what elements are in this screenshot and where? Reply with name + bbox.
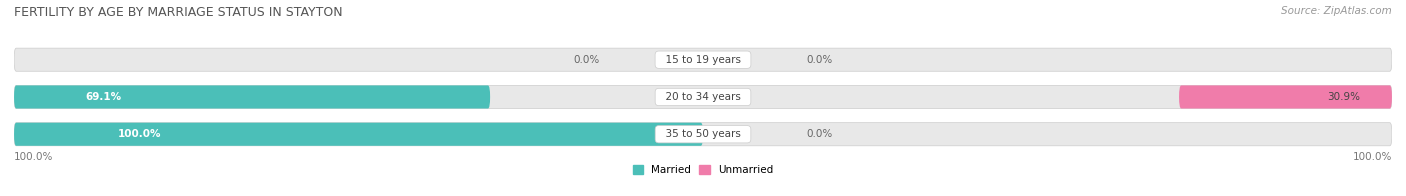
FancyBboxPatch shape: [14, 48, 1392, 71]
Text: FERTILITY BY AGE BY MARRIAGE STATUS IN STAYTON: FERTILITY BY AGE BY MARRIAGE STATUS IN S…: [14, 6, 343, 19]
FancyBboxPatch shape: [14, 123, 1392, 146]
FancyBboxPatch shape: [1180, 85, 1392, 109]
Text: 69.1%: 69.1%: [86, 92, 121, 102]
Text: 100.0%: 100.0%: [14, 152, 53, 162]
Text: 15 to 19 years: 15 to 19 years: [659, 55, 747, 65]
Text: Source: ZipAtlas.com: Source: ZipAtlas.com: [1281, 6, 1392, 16]
Text: 0.0%: 0.0%: [807, 55, 832, 65]
Text: 100.0%: 100.0%: [117, 129, 160, 139]
Legend: Married, Unmarried: Married, Unmarried: [628, 161, 778, 180]
Text: 0.0%: 0.0%: [807, 129, 832, 139]
FancyBboxPatch shape: [14, 85, 1392, 109]
Text: 0.0%: 0.0%: [574, 55, 599, 65]
Text: 100.0%: 100.0%: [1353, 152, 1392, 162]
Text: 20 to 34 years: 20 to 34 years: [659, 92, 747, 102]
FancyBboxPatch shape: [14, 85, 491, 109]
Text: 35 to 50 years: 35 to 50 years: [659, 129, 747, 139]
Text: 30.9%: 30.9%: [1327, 92, 1360, 102]
FancyBboxPatch shape: [14, 123, 703, 146]
